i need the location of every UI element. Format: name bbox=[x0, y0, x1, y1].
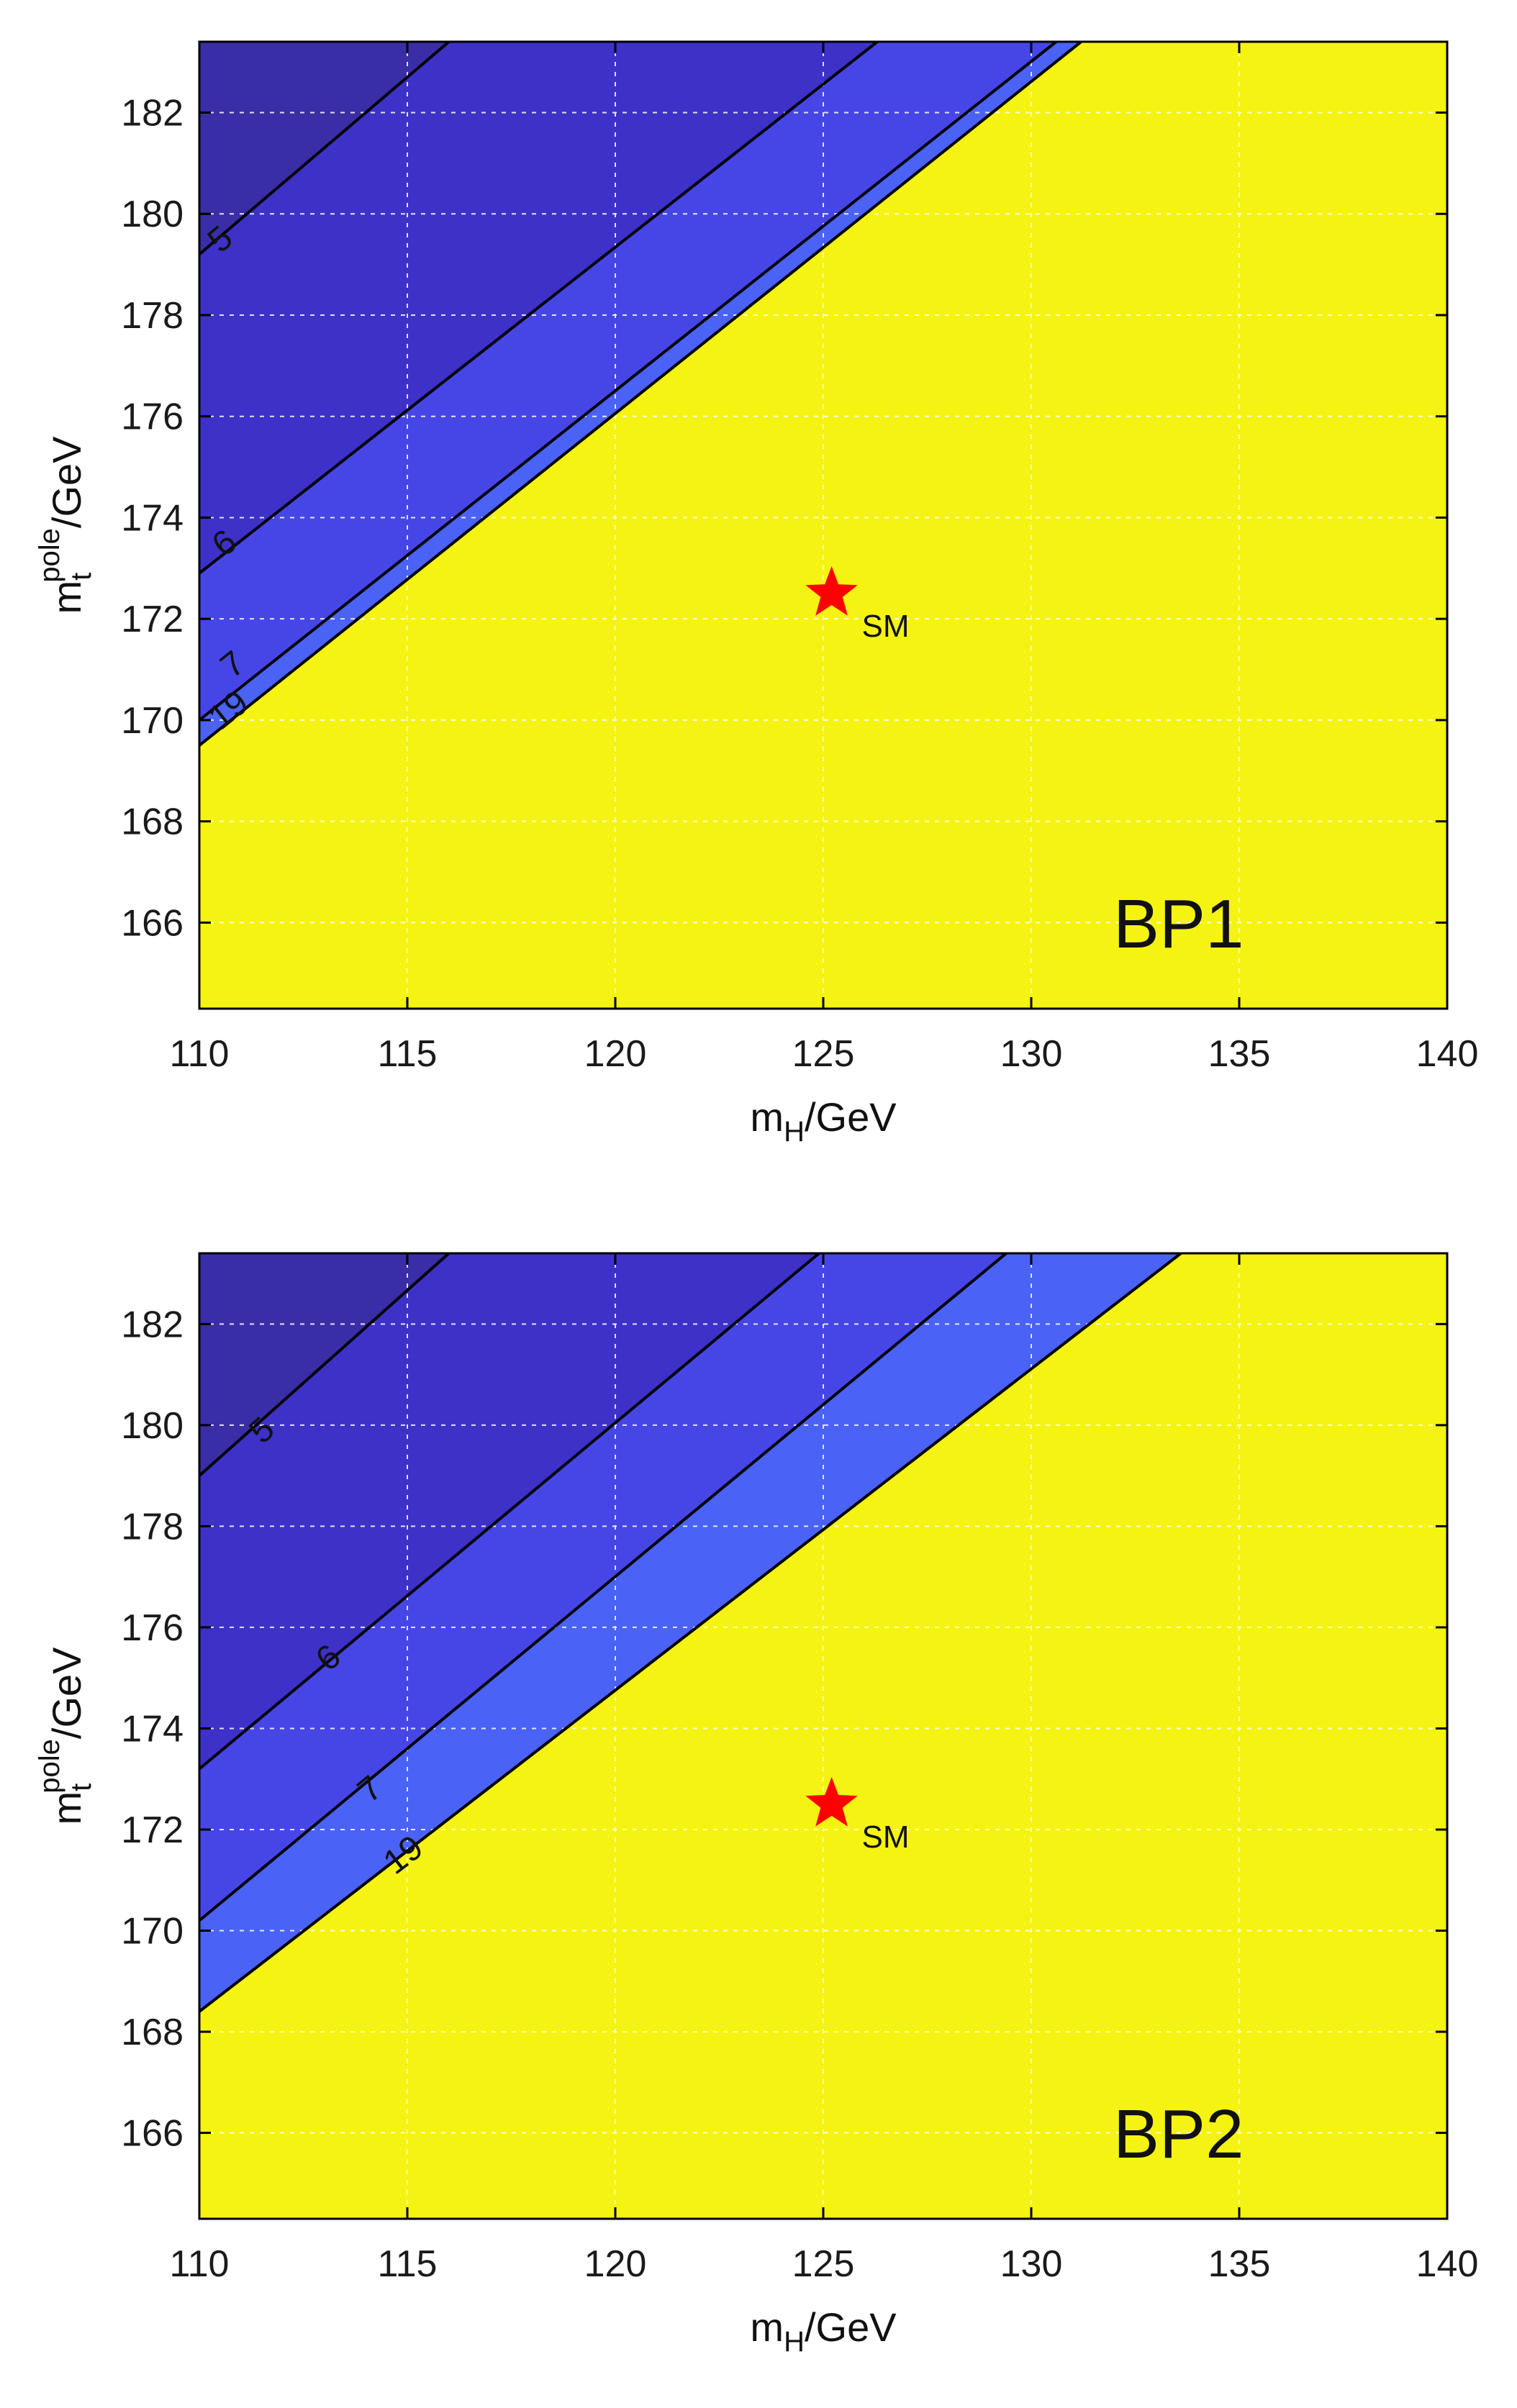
y-tick-label: 176 bbox=[121, 396, 184, 438]
x-tick-label: 130 bbox=[1000, 2243, 1063, 2285]
contour-line-7 bbox=[199, 1253, 1007, 1922]
sm-marker-label: SM bbox=[862, 609, 910, 644]
y-axis-label: mtpole/GeV bbox=[34, 436, 97, 614]
x-tick-label: 115 bbox=[378, 1033, 438, 1075]
contour-line-19 bbox=[199, 42, 1082, 747]
y-tick-label: 172 bbox=[121, 1809, 184, 1851]
y-tick-label: 178 bbox=[121, 295, 184, 337]
y-tick-label: 174 bbox=[121, 1708, 184, 1750]
x-tick-label: 140 bbox=[1416, 1033, 1479, 1075]
y-tick-label: 168 bbox=[121, 2012, 184, 2053]
y-axis-label: mtpole/GeV bbox=[34, 1647, 97, 1825]
y-tick-label: 180 bbox=[121, 194, 184, 235]
y-tick-label: 170 bbox=[121, 700, 184, 742]
y-tick-label: 182 bbox=[121, 1304, 184, 1345]
contour-line-19 bbox=[199, 1253, 1182, 2013]
y-tick-label: 182 bbox=[121, 93, 184, 135]
x-tick-label: 125 bbox=[792, 1033, 855, 1075]
x-axis-label: mH/GeV bbox=[750, 2304, 897, 2358]
y-tick-label: 176 bbox=[121, 1607, 184, 1649]
x-axis-label: mH/GeV bbox=[750, 1094, 897, 1148]
panel-label: BP2 bbox=[1113, 2096, 1244, 2173]
contour-line-7 bbox=[199, 42, 1057, 722]
x-tick-label: 110 bbox=[170, 1033, 230, 1075]
panel-label: BP1 bbox=[1113, 886, 1244, 963]
x-tick-label: 115 bbox=[378, 2243, 438, 2285]
x-tick-label: 120 bbox=[584, 2243, 647, 2285]
contour-line-5 bbox=[199, 42, 450, 256]
x-tick-label: 120 bbox=[584, 1033, 647, 1075]
contour-line-6 bbox=[199, 42, 879, 575]
sm-star-icon bbox=[805, 1776, 858, 1827]
x-tick-label: 125 bbox=[792, 2243, 855, 2285]
y-tick-label: 178 bbox=[121, 1506, 184, 1548]
x-tick-label: 110 bbox=[170, 2243, 230, 2285]
y-tick-label: 172 bbox=[121, 599, 184, 640]
y-tick-label: 168 bbox=[121, 801, 184, 843]
x-tick-label: 135 bbox=[1208, 1033, 1271, 1075]
sm-marker-label: SM bbox=[862, 1819, 910, 1855]
sm-star-icon bbox=[805, 566, 858, 616]
y-tick-label: 170 bbox=[121, 1911, 184, 1953]
y-tick-label: 166 bbox=[121, 2113, 184, 2155]
x-tick-label: 130 bbox=[1000, 1033, 1063, 1075]
x-tick-label: 135 bbox=[1208, 2243, 1271, 2285]
y-tick-label: 180 bbox=[121, 1405, 184, 1447]
contour-line-5 bbox=[199, 1253, 450, 1477]
x-tick-label: 140 bbox=[1416, 2243, 1479, 2285]
y-tick-label: 166 bbox=[121, 902, 184, 944]
contour-line-6 bbox=[199, 1253, 820, 1771]
y-tick-label: 174 bbox=[121, 497, 184, 539]
